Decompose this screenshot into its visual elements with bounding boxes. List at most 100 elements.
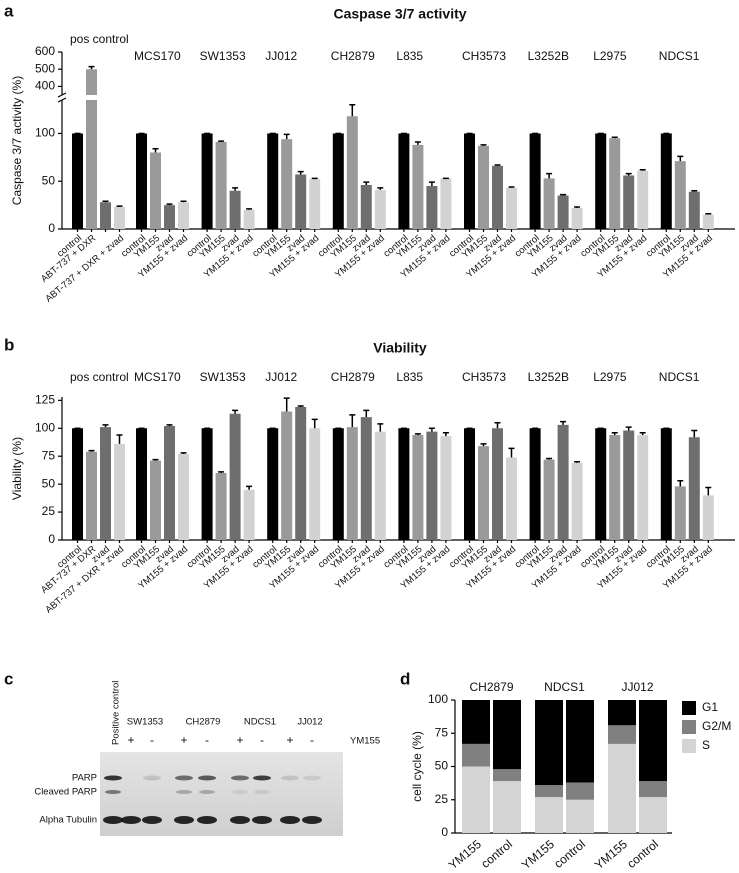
bar [464,133,475,229]
bar [86,69,97,229]
y-tick-label: 75 [42,448,56,462]
bar [215,142,227,229]
bar [674,486,686,540]
x-tick-label: YM155 [446,837,484,872]
bar [229,413,241,540]
panel-label: b [4,335,14,354]
positive-control-label: Positive control [111,681,122,745]
error-bar [88,65,95,70]
stacked-bar [566,799,594,833]
error-bar [508,447,515,458]
y-tick-label: 125 [35,393,55,407]
group-name: CH2879 [331,370,375,384]
bar [150,460,161,540]
blot-band [143,775,161,781]
blot-band [176,790,192,794]
group-name: JJ012 [265,370,297,384]
bar [281,139,293,229]
group-name: CH2879 [331,49,375,63]
stacked-bar [493,769,521,782]
group-name: L3252B [528,49,569,63]
error-bar [246,208,253,210]
y-tick-label: 100 [35,126,55,140]
legend-swatch [682,739,696,753]
bar [426,431,438,540]
error-bar [363,409,370,418]
bar [229,190,241,229]
cell-line-label: JJ012 [297,717,322,728]
error-bar [508,186,515,188]
error-bar [428,181,435,186]
error-bar [232,187,239,191]
bar [637,434,649,540]
error-bar [297,405,304,408]
error-bar [377,187,384,190]
y-axis-label: cell cycle (%) [410,731,424,802]
panel-label: c [4,669,13,688]
bar [398,428,410,540]
stacked-bar [566,782,594,800]
error-bar [574,206,581,208]
y-tick-label: 75 [435,725,449,739]
blot-band [252,816,272,824]
bar [136,428,147,540]
x-tick-label: control [551,837,588,871]
bar [595,428,607,540]
bar [100,202,111,229]
stacked-bar [608,743,636,833]
bar [440,178,452,229]
treatment-sign: - [150,733,154,747]
bar [571,462,583,540]
x-tick-label: YM155 [592,837,630,872]
bar [215,472,227,540]
bar [136,133,147,229]
error-bar [625,426,632,431]
y-tick-label: 50 [435,759,449,773]
bar [557,424,569,540]
bar [150,152,161,229]
error-bar [428,427,435,432]
group-name: JJ012 [621,680,653,694]
row-label: Cleaved PARP [34,787,97,798]
treatment-sign: - [260,733,264,747]
error-bar [414,141,421,145]
error-bar [311,177,318,180]
group-name: NDCS1 [659,370,700,384]
blot-band [197,816,217,824]
bar [464,428,475,540]
blot-membrane [100,752,343,836]
error-bar [691,429,698,438]
bar [114,443,125,540]
blot-band [142,816,162,824]
bar [295,174,307,229]
treatment-sign: + [127,733,134,747]
bar [360,185,372,229]
y-tick-label: 0 [441,825,448,839]
error-bar [152,458,159,461]
group-name: L835 [396,370,423,384]
bar [688,191,700,229]
error-bar [218,140,225,143]
error-bar [611,136,618,139]
treatment-sign: + [286,733,293,747]
bar [660,133,672,229]
group-name: CH3573 [462,49,506,63]
error-bar [218,471,225,473]
stacked-bar [566,700,594,783]
bar [674,161,686,229]
error-bar [349,414,356,428]
x-tick-label: YM155 [519,837,557,872]
stacked-bar [639,700,667,782]
group-name: NDCS1 [659,49,700,63]
bar [412,434,424,540]
bar [623,430,635,540]
y-axis-label: Viability (%) [10,437,24,500]
group-name: JJ012 [265,49,297,63]
blot-band [198,775,216,781]
group-name: pos control [70,32,129,46]
legend-label: S [702,738,710,752]
stacked-bar [608,700,636,726]
blot-band [303,775,321,781]
x-tick-label: control [478,837,515,871]
error-bar [363,181,370,186]
